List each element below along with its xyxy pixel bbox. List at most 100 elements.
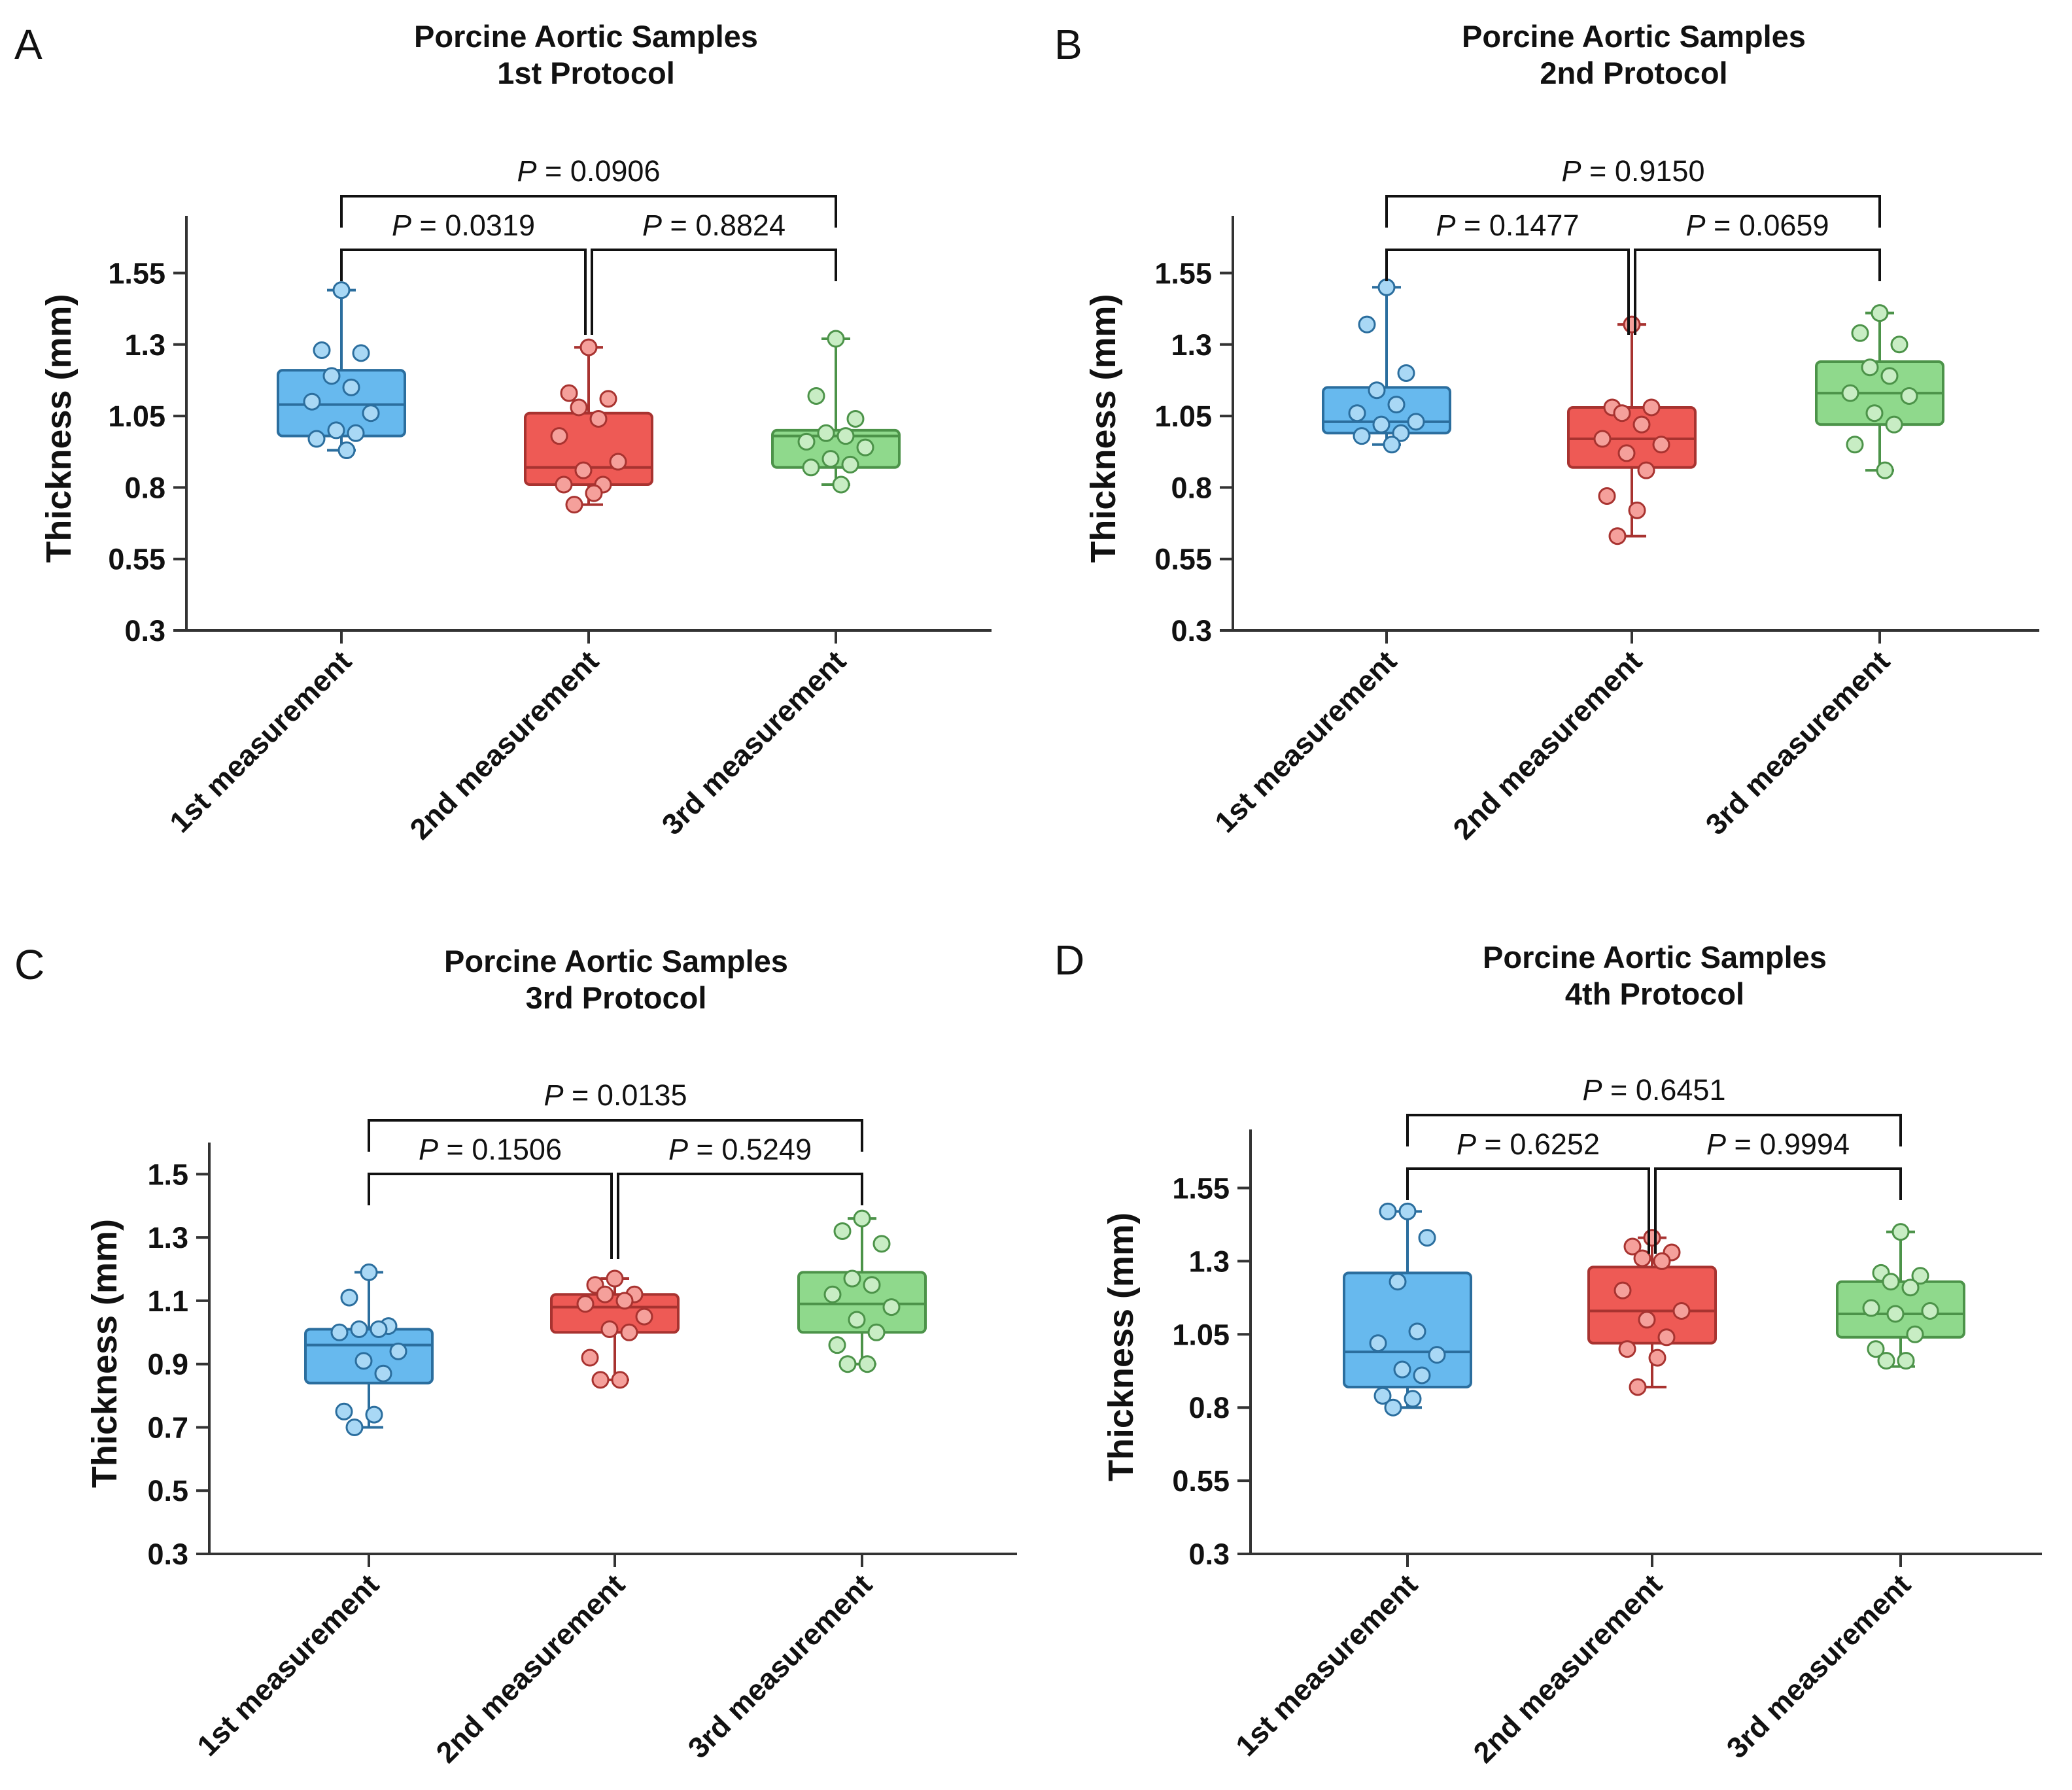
data-point-first [1407,413,1425,431]
y-tick-label: 1.3 [1188,1245,1230,1278]
p-value-label: P = 0.1506 [419,1133,562,1166]
y-tick-label: 1.05 [1154,400,1212,433]
p-value-text: = 0.0906 [537,154,661,188]
panel-letter: A [14,21,43,68]
p-symbol: P [1436,209,1456,242]
data-point-second [1672,1302,1691,1320]
data-point-third [1862,1299,1880,1317]
data-point-first [1408,1322,1426,1341]
data-point-second [1632,415,1651,434]
data-point-third [827,330,845,348]
p-value-label: P = 0.6451 [1583,1073,1726,1107]
data-point-first [1428,1346,1446,1364]
data-point-first [1393,1360,1411,1379]
data-point-first [345,1418,364,1436]
y-tick-label: 1.55 [108,256,165,290]
data-point-first [1384,1398,1402,1417]
data-point-third [856,438,874,456]
data-point-second [635,1307,653,1326]
data-point-first [365,1405,383,1424]
p-symbol: P [1457,1127,1476,1161]
data-point-second [1648,1349,1666,1367]
data-point-third [1865,404,1884,422]
data-point-third [1890,336,1908,354]
y-tick-label: 0.55 [108,543,165,576]
data-point-third [1877,1352,1895,1370]
p-symbol: P [419,1133,438,1166]
x-tick-label: 3rd measurement [1699,644,1896,841]
data-point-first [370,1320,388,1338]
p-value-label: P = 0.5249 [668,1133,812,1166]
significance-bracket [1654,1167,1902,1254]
p-symbol: P [392,209,411,242]
data-point-third [1885,415,1903,434]
data-point-second [1629,1378,1647,1396]
y-tick-label: 0.8 [1188,1391,1230,1424]
data-point-first [362,404,380,422]
p-value-text: = 0.8824 [662,209,786,242]
p-value-text: = 0.0135 [564,1078,687,1112]
x-tick-label: 2nd measurement [1467,1568,1668,1769]
data-point-second [576,1295,595,1313]
data-point-second [565,496,583,514]
p-symbol: P [517,154,537,188]
data-point-first [337,441,356,460]
data-point-second [600,1320,619,1338]
p-value-text: = 0.6252 [1476,1127,1600,1161]
data-point-first [1389,1273,1407,1291]
significance-bracket [617,1173,863,1259]
data-point-third [1841,384,1859,402]
data-point-first [1353,427,1371,445]
x-tick-label: 2nd measurement [404,644,605,846]
data-point-third [797,432,816,451]
data-point-second [589,409,608,428]
data-point-third [872,1235,891,1253]
p-symbol: P [1583,1073,1602,1107]
p-value-text: = 0.1506 [438,1133,562,1166]
data-point-first [340,1288,358,1307]
y-tick-label: 0.3 [1171,614,1212,647]
data-point-third [1911,1267,1929,1285]
data-point-first [1368,381,1386,400]
significance-bracket [368,1119,863,1152]
y-tick-label: 1.55 [1172,1172,1230,1205]
data-point-second [1653,1252,1671,1270]
chart-title-line: Porcine Aortic Samples [1483,940,1827,974]
data-point-first [1387,396,1406,414]
data-point-third [823,1285,842,1303]
data-point-third [1901,1279,1920,1297]
chart-title-line: Porcine Aortic Samples [1462,19,1806,54]
data-point-first [342,378,360,396]
data-point-second [570,398,588,417]
data-point-second [1642,398,1661,417]
data-point-second [1613,404,1631,422]
data-point-third [863,1276,881,1294]
y-tick-label: 1.3 [124,328,165,362]
significance-bracket [1406,1167,1650,1254]
x-tick-label: 3rd measurement [1720,1568,1917,1764]
data-point-third [1921,1302,1939,1320]
y-tick-label: 0.5 [147,1474,188,1507]
data-point-third [837,427,855,445]
data-point-third [848,1311,866,1329]
data-point-third [1900,387,1918,405]
data-point-second [609,453,627,471]
p-symbol: P [544,1078,564,1112]
p-value-text: = 0.9994 [1726,1127,1850,1161]
x-tick-label: 1st measurement [163,644,358,839]
data-point-second [596,1285,614,1303]
data-point-third [853,1209,871,1228]
data-point-third [1886,1305,1905,1323]
data-point-first [313,341,331,360]
p-value-label: P = 0.0659 [1686,209,1829,242]
chart-title-line: Porcine Aortic Samples [444,944,788,978]
data-point-second [591,1371,610,1389]
data-point-first [374,1364,392,1383]
y-tick-label: 1.3 [1171,328,1212,362]
p-value-label: P = 0.9150 [1562,154,1705,188]
x-tick-label: 1st measurement [190,1568,385,1763]
data-point-third [858,1355,876,1373]
